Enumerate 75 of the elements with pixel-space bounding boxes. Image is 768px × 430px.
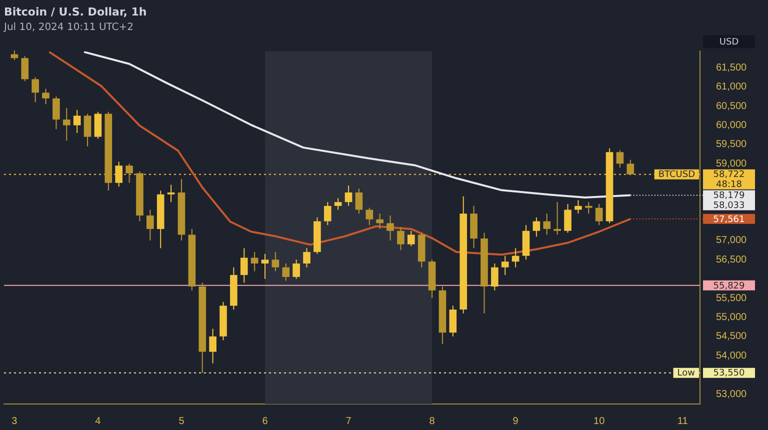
candlestick bbox=[62, 108, 70, 142]
x-tick-label: 9 bbox=[512, 416, 519, 427]
candlestick bbox=[564, 203, 572, 234]
data-label: 57,561 bbox=[713, 214, 745, 225]
candlestick bbox=[324, 202, 332, 226]
candlestick bbox=[344, 185, 352, 206]
candlestick bbox=[292, 259, 300, 280]
candlestick bbox=[355, 188, 363, 214]
candlestick bbox=[94, 111, 102, 140]
x-tick-label: 5 bbox=[178, 416, 185, 427]
y-tick-label: 55,500 bbox=[716, 292, 748, 304]
annotation: BTCUSD bbox=[658, 170, 696, 180]
candlestick bbox=[240, 248, 248, 284]
text: 48:18 bbox=[716, 180, 742, 190]
x-tick-label: 10 bbox=[594, 416, 606, 427]
chart-subtitle: Jul 10, 2024 10:11 UTC+2 bbox=[3, 22, 134, 33]
x-tick-label: 7 bbox=[346, 416, 352, 427]
ref-line-label: 58,722 bbox=[713, 170, 745, 180]
y-tick-label: 55,000 bbox=[716, 312, 748, 323]
candlestick bbox=[626, 159, 634, 176]
candlestick bbox=[126, 163, 133, 184]
candlestick bbox=[250, 251, 258, 272]
y-tick-label: 56,500 bbox=[716, 254, 748, 266]
candlestick bbox=[167, 184, 175, 203]
candlestick bbox=[272, 251, 280, 272]
ref-line-label: 55,829 bbox=[713, 281, 746, 292]
candlestick bbox=[532, 216, 540, 238]
candlestick bbox=[84, 113, 92, 147]
candlestick bbox=[386, 215, 394, 241]
candlestick bbox=[584, 202, 592, 214]
annotation: Low bbox=[677, 368, 696, 379]
candlestick bbox=[449, 305, 457, 337]
y-tick-label: 54,500 bbox=[716, 331, 748, 342]
y-tick-label: 57,000 bbox=[716, 235, 748, 246]
y-tick-label: 61,000 bbox=[716, 82, 748, 93]
candlestick bbox=[554, 202, 561, 236]
candlestick bbox=[146, 209, 154, 241]
candlestick bbox=[501, 255, 509, 276]
candlestick bbox=[397, 226, 404, 251]
ref-line-label: 53,550 bbox=[713, 368, 746, 379]
candlestick bbox=[209, 328, 216, 364]
x-tick-label: 6 bbox=[262, 416, 268, 427]
y-tick-label: 61,500 bbox=[716, 62, 748, 74]
candlestick bbox=[512, 248, 520, 268]
candlestick bbox=[32, 76, 39, 103]
candlestick bbox=[616, 150, 624, 168]
candlestick bbox=[21, 56, 29, 82]
y-tick-label: 53,000 bbox=[716, 388, 748, 400]
x-tick-label: 4 bbox=[95, 416, 102, 427]
y-tick-label: 60,500 bbox=[716, 100, 748, 112]
candlestick bbox=[261, 253, 269, 280]
data-label: 58,179 bbox=[713, 191, 746, 202]
candlestick bbox=[595, 203, 603, 226]
candlestick bbox=[282, 262, 290, 282]
candlestick bbox=[366, 207, 374, 226]
candlestick bbox=[52, 96, 60, 130]
y-tick-label: 59,500 bbox=[716, 139, 748, 150]
x-tick-label: 8 bbox=[429, 416, 436, 427]
y-axis-title: USD bbox=[719, 38, 739, 48]
candlestick bbox=[303, 248, 310, 268]
candlestick bbox=[408, 230, 415, 247]
x-tick-label: 11 bbox=[677, 416, 688, 427]
candlestick bbox=[334, 198, 342, 210]
y-tick-label: 59,000 bbox=[716, 158, 748, 170]
candlestick bbox=[376, 213, 384, 230]
x-tick-label: 3 bbox=[12, 416, 18, 427]
y-tick-label: 54,000 bbox=[716, 350, 748, 362]
candlestick bbox=[42, 88, 50, 105]
candlestick bbox=[543, 213, 551, 236]
candlestick bbox=[491, 262, 498, 291]
y-tick-label: 60,000 bbox=[716, 120, 748, 132]
candlestick bbox=[574, 200, 582, 214]
text: 58,033 bbox=[713, 201, 745, 212]
chart-title: Bitcoin / U.S. Dollar, 1h bbox=[4, 5, 147, 18]
candlestick bbox=[73, 109, 81, 134]
